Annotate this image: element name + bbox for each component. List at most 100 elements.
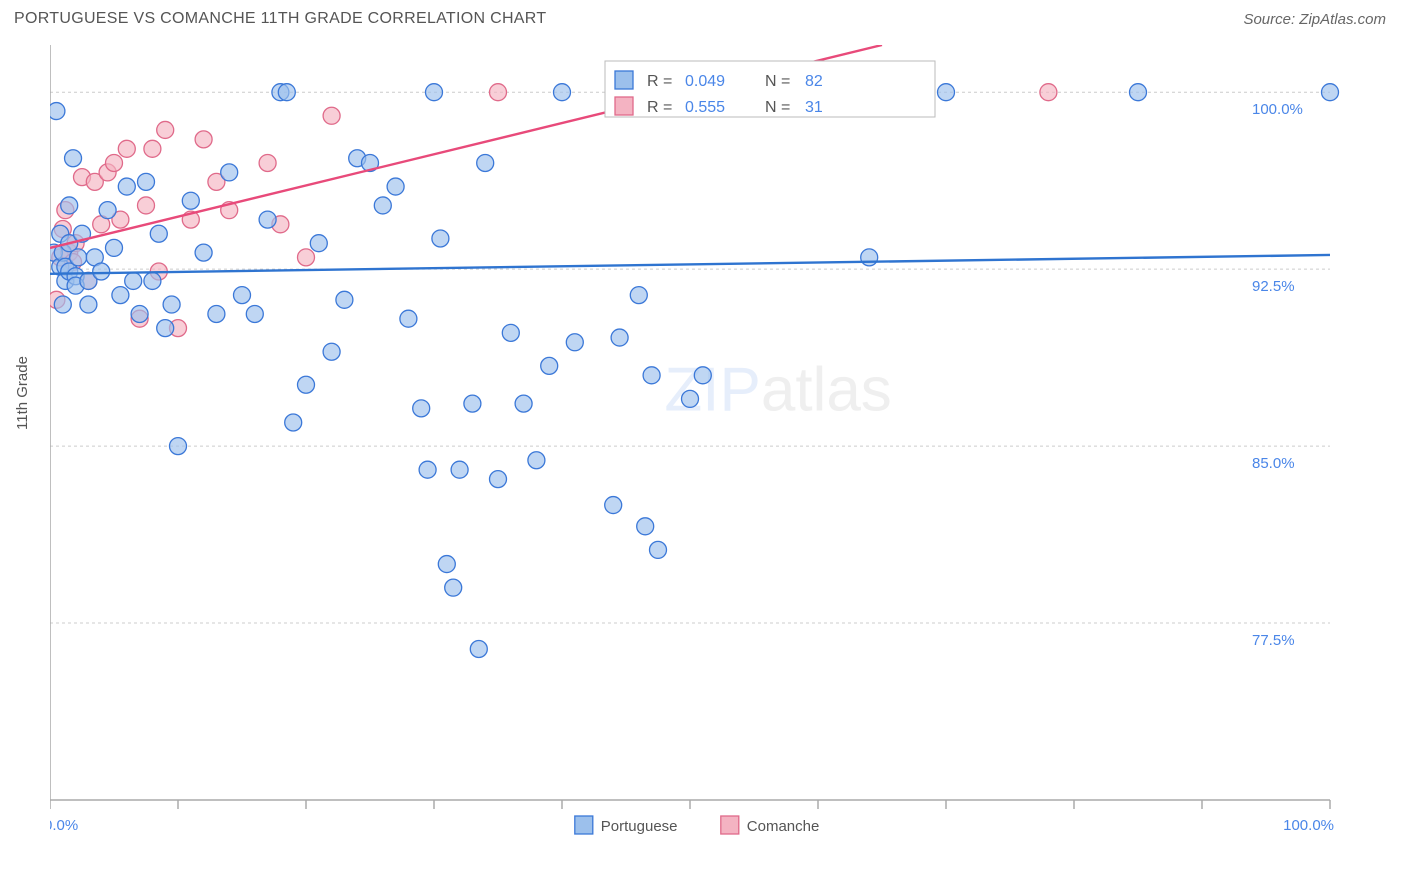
source-label: Source: ZipAtlas.com: [1243, 11, 1386, 28]
data-point: [490, 84, 507, 101]
legend-r-label: R =: [647, 99, 672, 116]
watermark: ZIPatlas: [664, 356, 891, 425]
legend-n-value: 82: [805, 73, 823, 90]
data-point: [144, 140, 161, 157]
data-point: [54, 296, 71, 313]
data-point: [106, 154, 123, 171]
data-point: [938, 84, 955, 101]
data-point: [80, 296, 97, 313]
legend-swatch: [615, 97, 633, 115]
legend-swatch: [575, 816, 593, 834]
data-point: [157, 320, 174, 337]
data-point: [323, 343, 340, 360]
data-point: [374, 197, 391, 214]
data-point: [195, 244, 212, 261]
data-point: [528, 452, 545, 469]
x-tick-label: 100.0%: [1283, 817, 1334, 834]
y-tick-label: 77.5%: [1252, 632, 1295, 649]
legend-r-value: 0.049: [685, 73, 725, 90]
data-point: [195, 131, 212, 148]
data-point: [541, 357, 558, 374]
legend-r-value: 0.555: [685, 99, 725, 116]
data-point: [93, 263, 110, 280]
data-point: [246, 305, 263, 322]
data-point: [144, 272, 161, 289]
data-point: [426, 84, 443, 101]
data-point: [298, 376, 315, 393]
data-point: [432, 230, 449, 247]
data-point: [515, 395, 532, 412]
data-point: [259, 211, 276, 228]
legend-r-label: R =: [647, 73, 672, 90]
data-point: [221, 164, 238, 181]
data-point: [118, 140, 135, 157]
data-point: [157, 121, 174, 138]
chart-title: PORTUGUESE VS COMANCHE 11TH GRADE CORREL…: [14, 10, 546, 28]
data-point: [413, 400, 430, 417]
data-point: [630, 287, 647, 304]
data-point: [138, 197, 155, 214]
data-point: [682, 390, 699, 407]
legend-n-label: N =: [765, 73, 790, 90]
data-point: [605, 497, 622, 514]
data-point: [502, 324, 519, 341]
data-point: [61, 197, 78, 214]
x-tick-label: 0.0%: [50, 817, 78, 834]
data-point: [464, 395, 481, 412]
data-point: [131, 305, 148, 322]
y-tick-label: 100.0%: [1252, 101, 1303, 118]
data-point: [50, 103, 65, 120]
legend-swatch: [721, 816, 739, 834]
data-point: [477, 154, 494, 171]
data-point: [125, 272, 142, 289]
data-point: [182, 192, 199, 209]
y-tick-label: 92.5%: [1252, 278, 1295, 295]
data-point: [208, 305, 225, 322]
data-point: [554, 84, 571, 101]
data-point: [118, 178, 135, 195]
data-point: [438, 556, 455, 573]
data-point: [451, 461, 468, 478]
data-point: [298, 249, 315, 266]
data-point: [861, 249, 878, 266]
legend-n-value: 31: [805, 99, 823, 116]
data-point: [112, 287, 129, 304]
data-point: [106, 239, 123, 256]
data-point: [611, 329, 628, 346]
data-point: [650, 541, 667, 558]
legend-label: Comanche: [747, 818, 820, 835]
bottom-legend: Portuguese Comanche: [575, 816, 820, 835]
data-point: [1130, 84, 1147, 101]
data-point: [150, 225, 167, 242]
data-point: [637, 518, 654, 535]
data-point: [99, 202, 116, 219]
data-point: [1040, 84, 1057, 101]
data-point: [470, 641, 487, 658]
trend-line: [50, 255, 1330, 274]
data-point: [445, 579, 462, 596]
data-point: [170, 438, 187, 455]
header: PORTUGUESE VS COMANCHE 11TH GRADE CORREL…: [0, 0, 1406, 34]
data-point: [234, 287, 251, 304]
data-point: [694, 367, 711, 384]
legend-n-label: N =: [765, 99, 790, 116]
legend-swatch: [615, 71, 633, 89]
data-point: [138, 173, 155, 190]
legend-label: Portuguese: [601, 818, 678, 835]
scatter-chart: 77.5% 85.0% 92.5% 100.0% 0.0% 100.0% ZIPatlas R…: [50, 45, 1386, 845]
data-point: [323, 107, 340, 124]
data-point: [419, 461, 436, 478]
data-point: [336, 291, 353, 308]
chart-area: 77.5%85.0%92.5%100.0%0.0%100.0%ZIPatlasR…: [50, 45, 1386, 815]
data-point: [278, 84, 295, 101]
data-point: [387, 178, 404, 195]
data-point: [400, 310, 417, 327]
data-point: [490, 471, 507, 488]
data-point: [70, 249, 87, 266]
data-point: [1322, 84, 1339, 101]
y-tick-label: 85.0%: [1252, 455, 1295, 472]
data-point: [163, 296, 180, 313]
data-point: [259, 154, 276, 171]
data-point: [285, 414, 302, 431]
data-point: [566, 334, 583, 351]
